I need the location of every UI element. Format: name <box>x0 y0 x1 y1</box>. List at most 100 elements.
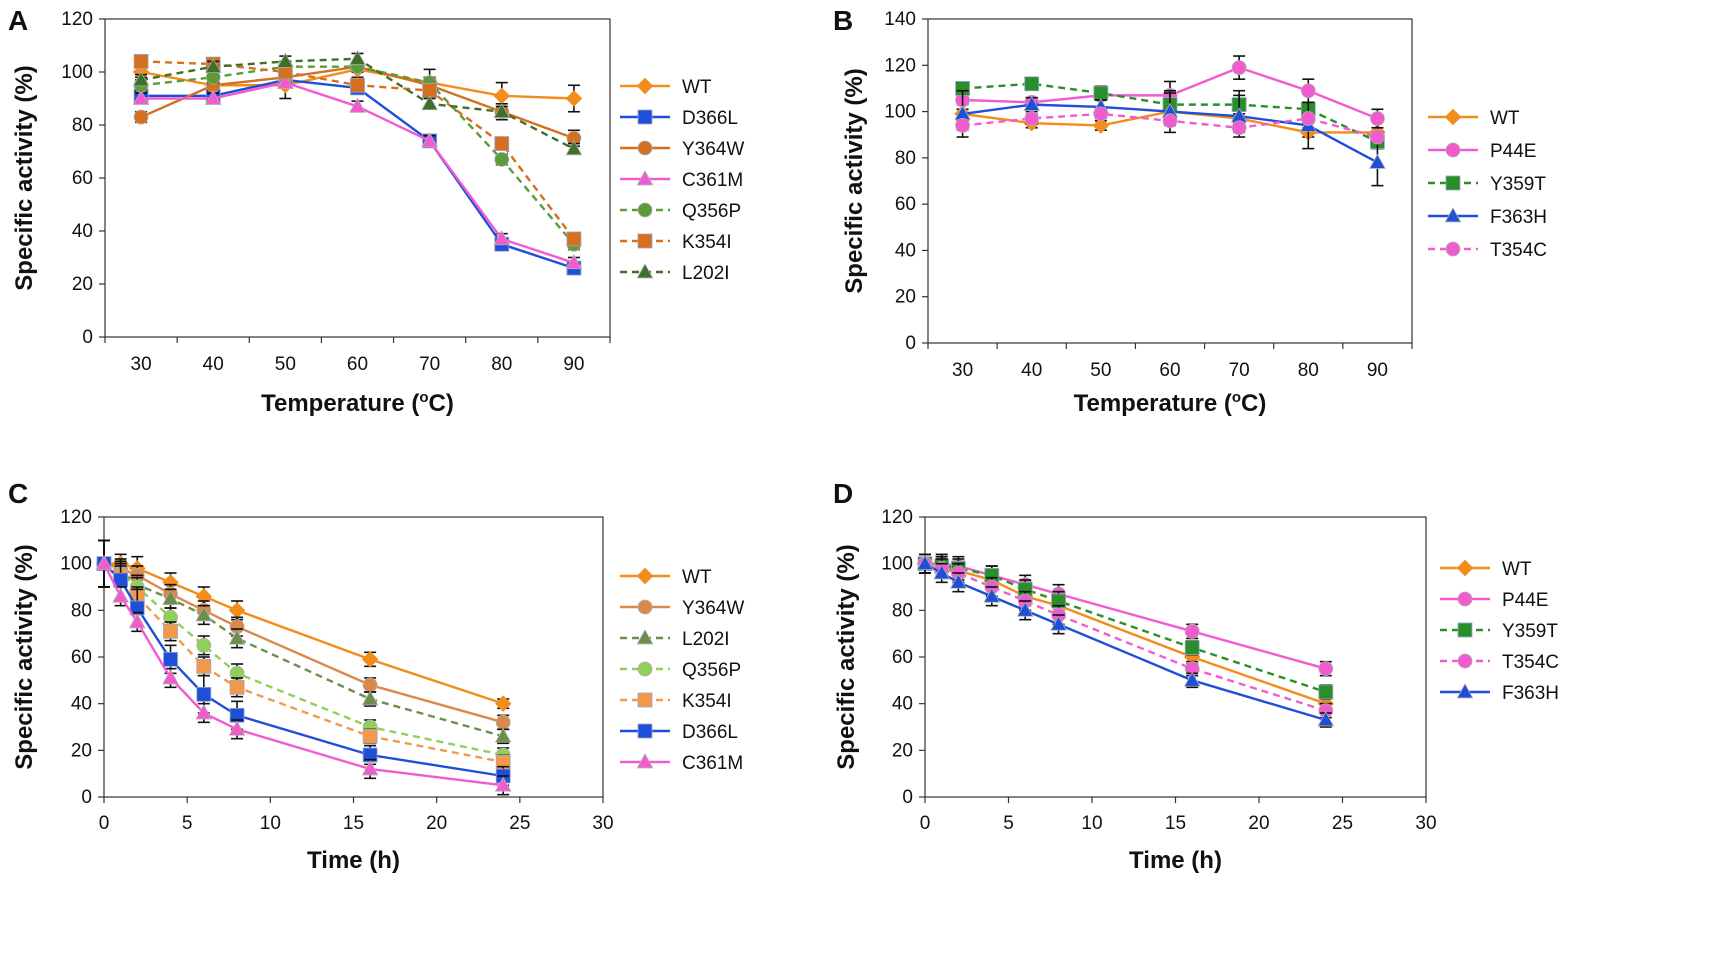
panel-b-point-t354c <box>1231 120 1247 136</box>
panel-c-point-c361m <box>228 720 246 736</box>
panel-a-y-tick-label: 100 <box>61 62 93 83</box>
panel-a-y-tick-label: 40 <box>72 221 93 242</box>
panel-c-legend-marker-wt <box>636 567 654 585</box>
panel-a-x-tick-label: 90 <box>563 354 584 375</box>
panel-a-point-c361m <box>204 89 222 105</box>
panel-b-legend-marker-f363h <box>1444 207 1462 223</box>
panel-b-y-axis-title: Specific activity (%) <box>841 68 868 293</box>
panel-c-y-tick-label: 120 <box>60 507 92 528</box>
panel-b-legend-label-t354c: T354C <box>1490 240 1547 261</box>
panel-d-x-tick-label: 25 <box>1332 813 1353 834</box>
panel-d-y-tick-label: 60 <box>892 647 913 668</box>
panel-a-point-q356p <box>494 152 510 167</box>
panel-c-x-tick-label: 20 <box>426 813 447 834</box>
panel-a-x-tick-label: 70 <box>419 354 440 375</box>
panel-c-x-tick-label: 5 <box>182 813 193 834</box>
panel-c-series-wt <box>95 539 512 712</box>
panel-d-point-y359t <box>1184 640 1200 656</box>
panel-c-point-d366l <box>163 651 178 667</box>
panel-a-legend-label-q356p: Q356P <box>682 201 741 222</box>
panel-b-legend-marker-y359t <box>1445 175 1461 191</box>
panel-c-x-tick-label: 10 <box>260 813 281 834</box>
panel-a-point-k354i <box>350 77 365 93</box>
panel-a-legend-label-k354i: K354I <box>682 232 732 253</box>
panel-d-legend-marker-y359t <box>1457 622 1473 638</box>
panel-b-point-wt <box>1092 117 1110 134</box>
panel-a-point-l202i <box>349 49 366 66</box>
panel-b-point-t354c <box>1024 111 1040 126</box>
panel-a-legend-label-y364w: Y364W <box>682 139 744 160</box>
panel-b-point-f363h <box>1369 153 1386 169</box>
panel-d-point-f363h <box>1317 711 1335 727</box>
panel-a-point-l202i <box>204 57 222 74</box>
panel-b-point-p44e <box>1370 111 1385 126</box>
panel-a-legend-label-c361m: C361M <box>682 170 743 191</box>
panel-b-x-tick-label: 30 <box>952 360 973 381</box>
panel-d-x-tick-label: 30 <box>1415 813 1436 834</box>
panel-b-y-tick-label: 100 <box>884 102 916 123</box>
panel-b-point-t354c <box>955 118 970 133</box>
panel-c-point-d366l <box>196 686 212 702</box>
panel-b-x-tick-label: 60 <box>1159 360 1180 381</box>
panel-c-legend-label-l202i: L202I <box>682 629 730 650</box>
panel-c-legend-marker-c361m <box>636 753 654 769</box>
panel-c-legend-marker-k354i <box>637 692 653 708</box>
panel-d-x-tick-label: 20 <box>1248 813 1269 834</box>
panel-c-letter: C <box>8 478 28 509</box>
panel-a-x-tick-label: 60 <box>347 354 368 375</box>
panel-b-point-f363h <box>1023 95 1041 111</box>
panel-a-point-l202i <box>421 94 439 111</box>
panel-a-x-tick-label: 80 <box>491 354 512 375</box>
panel-a-letter: A <box>8 5 28 36</box>
panel-c-point-y364w <box>495 714 511 730</box>
panel-c-legend-marker-q356p <box>637 661 653 677</box>
panel-c-legend-marker-l202i <box>636 629 654 645</box>
panel-b-x-tick-label: 90 <box>1367 360 1388 381</box>
panel-c-line-y364w <box>103 562 504 724</box>
panel-c: C 0 20 40 60 80 100 120 0 5 10 15 20 25 30 Specific act… <box>8 478 744 874</box>
panel-b-y-tick-label: 120 <box>884 55 916 76</box>
panel-b-x-axis-title: Temperature (oC) <box>1074 389 1267 417</box>
panel-d-series-wt <box>916 553 1335 712</box>
panel-d-legend-marker-wt <box>1456 559 1474 577</box>
panel-a-y-tick-label: 120 <box>61 9 93 30</box>
panel-c-point-k354i <box>229 679 245 695</box>
panel-d-point-f363h <box>1050 615 1067 631</box>
panel-c-point-y364w <box>362 677 378 693</box>
panel-a-point-c361m <box>276 73 294 89</box>
panel-a-y-tick-label: 60 <box>72 168 93 189</box>
panel-d-y-tick-label: 120 <box>881 507 913 528</box>
panel-b-legend-label-y359t: Y359T <box>1490 174 1546 195</box>
panel-c-legend-marker-y364w <box>637 599 653 615</box>
panel-b-x-tick-label: 50 <box>1090 360 1111 381</box>
panel-c-y-tick-label: 80 <box>71 600 92 621</box>
panel-d-x-tick-label: 0 <box>920 813 931 834</box>
panel-b: B 0 20 40 60 80 100 120 140 30 40 50 60 70 80 90 Specifi… <box>833 5 1547 417</box>
panel-c-x-tick-label: 25 <box>509 813 530 834</box>
panel-c-legend-marker-d366l <box>637 723 653 739</box>
panel-c-point-wt <box>361 651 379 668</box>
panel-d-legend-label-p44e: P44E <box>1502 590 1548 611</box>
panel-a-legend-label-wt: WT <box>682 77 712 98</box>
panel-c-x-tick-label: 0 <box>99 813 110 834</box>
panel-a-point-y364w <box>133 109 149 125</box>
panel-d-y-tick-label: 40 <box>892 694 913 715</box>
panel-a-y-tick-label: 20 <box>72 274 93 295</box>
panel-d-x-tick-label: 10 <box>1081 813 1102 834</box>
panel-d-y-tick-label: 0 <box>902 787 913 808</box>
panel-c-point-k354i <box>163 623 178 639</box>
panel-c-x-axis-title: Time (h) <box>307 847 400 874</box>
panel-b-point-t354c <box>1093 106 1109 122</box>
panel-b-point-y359t <box>1024 76 1040 92</box>
panel-a-point-l202i <box>493 102 511 119</box>
panel-c-point-l202i <box>494 727 512 743</box>
panel-b-y-tick-label: 20 <box>895 287 916 308</box>
panel-b-series-f363h <box>954 89 1386 187</box>
panel-d-y-axis-title: Specific activity (%) <box>833 544 860 769</box>
panel-a-series-c361m <box>132 73 583 270</box>
panel-d-legend-label-f363h: F363H <box>1502 683 1559 704</box>
panel-a-point-c361m <box>493 230 511 246</box>
panel-c-series-q356p <box>96 539 511 763</box>
panel-c-y-tick-label: 100 <box>60 554 92 575</box>
panel-c-point-l202i <box>195 606 213 622</box>
